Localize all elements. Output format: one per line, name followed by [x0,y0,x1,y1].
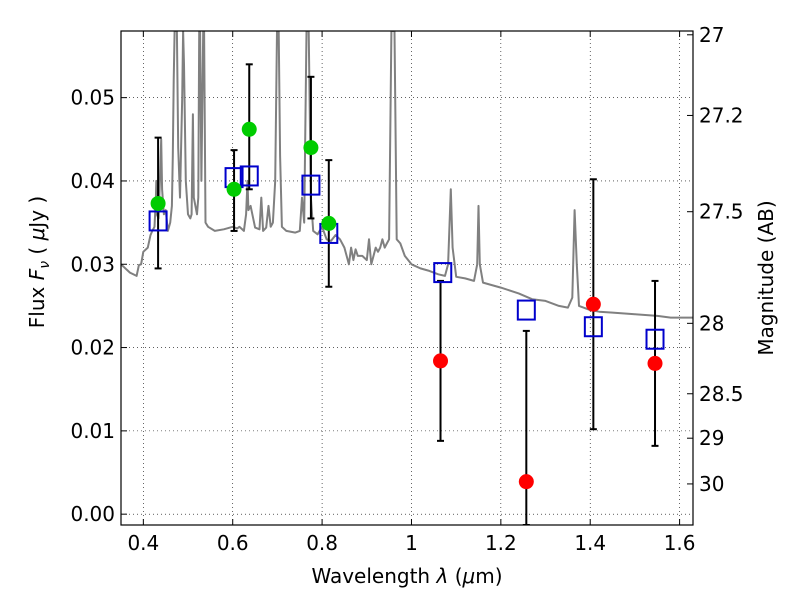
model-spectrum-line [121,31,693,319]
magnitude-tick-label: 27.2 [699,103,744,127]
model-photometry-square [583,316,603,338]
model-photometry-square [433,262,453,284]
green-photometry-point [150,195,166,211]
magnitude-tick-label: 28.5 [699,382,744,406]
model-photometry-square [148,210,168,232]
plot-background [121,31,693,525]
error-bar [522,329,530,525]
magnitude-tick-label: 28 [699,311,724,335]
y-tick-label: 0.00 [70,502,115,526]
magnitude-tick-label: 29 [699,426,724,450]
x-tick-label: 0.4 [127,531,159,555]
x-tick-label: 1.2 [485,531,517,555]
y-tick-label: 0.01 [70,419,115,443]
red-photometry-point [585,296,601,312]
x-tick-label: 1 [405,531,418,555]
green-photometry-point [321,215,337,231]
green-photometry-point [226,181,242,197]
magnitude-tick-label: 30 [699,472,724,496]
x-axis-ticks: 0.4 0.6 0.8 1 1.2 1.4 1.6 [127,31,696,555]
magnitude-tick-label: 27 [699,23,724,47]
y-tick-label: 0.04 [70,169,115,193]
y-axis-ticks: 0.00 0.01 0.02 0.03 0.04 0.05 [70,86,127,526]
x-tick-label: 1.4 [574,531,606,555]
green-photometry-point [241,121,257,137]
observed-photometry-points [150,121,663,490]
grid-lines [121,31,693,525]
model-photometry-square [516,299,536,321]
model-spectrum [121,31,693,319]
y-axis-label: Flux Fν ( μJy ) [25,196,53,328]
model-photometry-squares [148,165,665,350]
red-photometry-point [647,355,663,371]
model-photometry-square [645,328,665,350]
x-tick-label: 0.6 [217,531,249,555]
plot-frame [120,30,694,526]
y-tick-label: 0.03 [70,252,115,276]
x-axis-label: Wavelength λ (μm) [311,564,502,588]
magnitude-axis-label: Magnitude (AB) [754,200,778,355]
red-photometry-point [518,474,534,490]
x-tick-label: 1.6 [664,531,696,555]
model-photometry-square [301,174,321,196]
magnitude-tick-label: 27.5 [699,200,744,224]
y-tick-label: 0.02 [70,336,115,360]
y-tick-label: 0.05 [70,86,115,110]
green-photometry-point [303,140,319,156]
x-tick-label: 0.8 [306,531,338,555]
model-photometry-square [239,165,259,187]
magnitude-axis-ticks: 27 27.2 27.5 28 28.5 29 30 [687,23,744,496]
red-photometry-point [433,353,449,369]
